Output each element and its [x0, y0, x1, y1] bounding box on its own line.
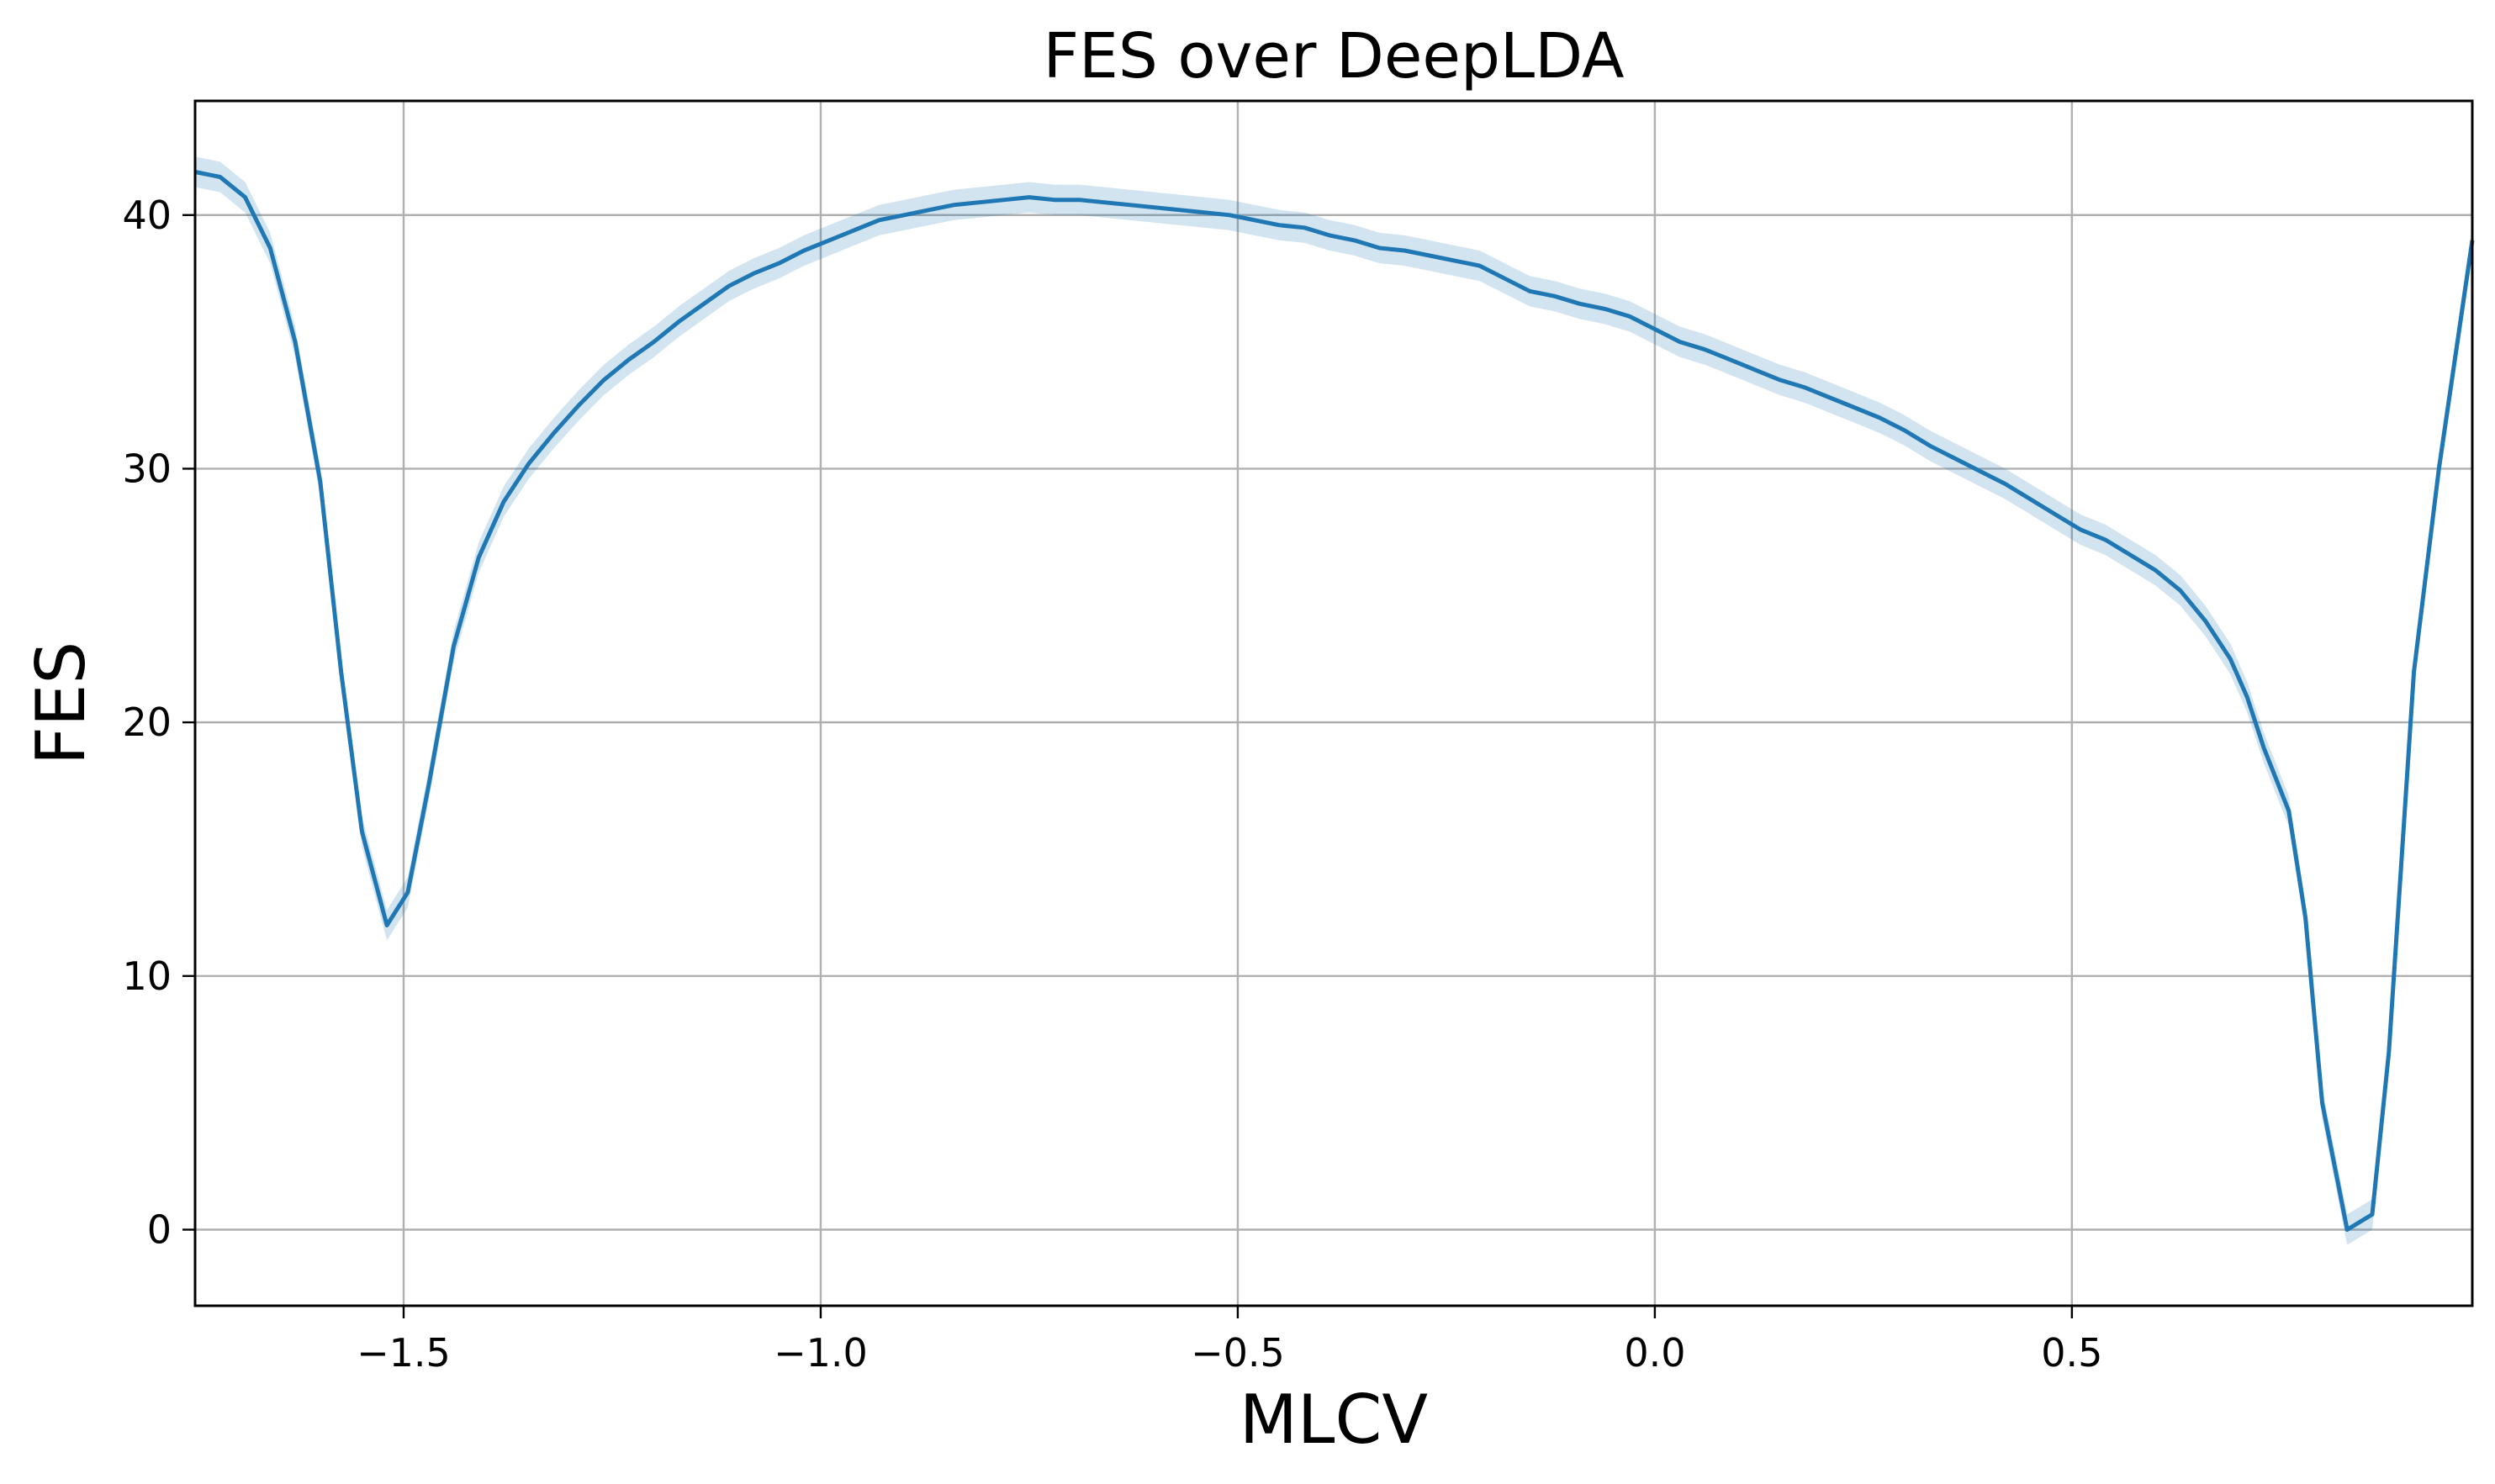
y-tick-label: 40: [122, 193, 172, 238]
plot-frame: [193, 99, 2474, 1307]
x-axis-ticks: −1.5 −1.0 −0.5 0.0 0.5: [357, 1306, 2102, 1376]
x-axis-label: MLCV: [1240, 1381, 1428, 1459]
y-tick-label: 30: [122, 446, 172, 491]
x-tick-label: 0.5: [2041, 1330, 2102, 1376]
x-tick-label: −1.5: [357, 1330, 451, 1376]
grid: [195, 101, 2472, 1306]
y-tick-label: 20: [122, 700, 172, 745]
y-axis-label: FES: [22, 642, 100, 765]
fes-line: [194, 170, 2475, 1232]
x-tick-label: −0.5: [1191, 1330, 1285, 1376]
chart-title: FES over DeepLDA: [1044, 20, 1625, 92]
x-tick-label: −1.0: [774, 1330, 868, 1376]
x-tick-label: 0.0: [1624, 1330, 1685, 1376]
y-tick-label: 0: [147, 1207, 172, 1252]
y-tick-label: 10: [122, 953, 172, 999]
y-axis-ticks: 0 10 20 30 40: [122, 193, 195, 1252]
